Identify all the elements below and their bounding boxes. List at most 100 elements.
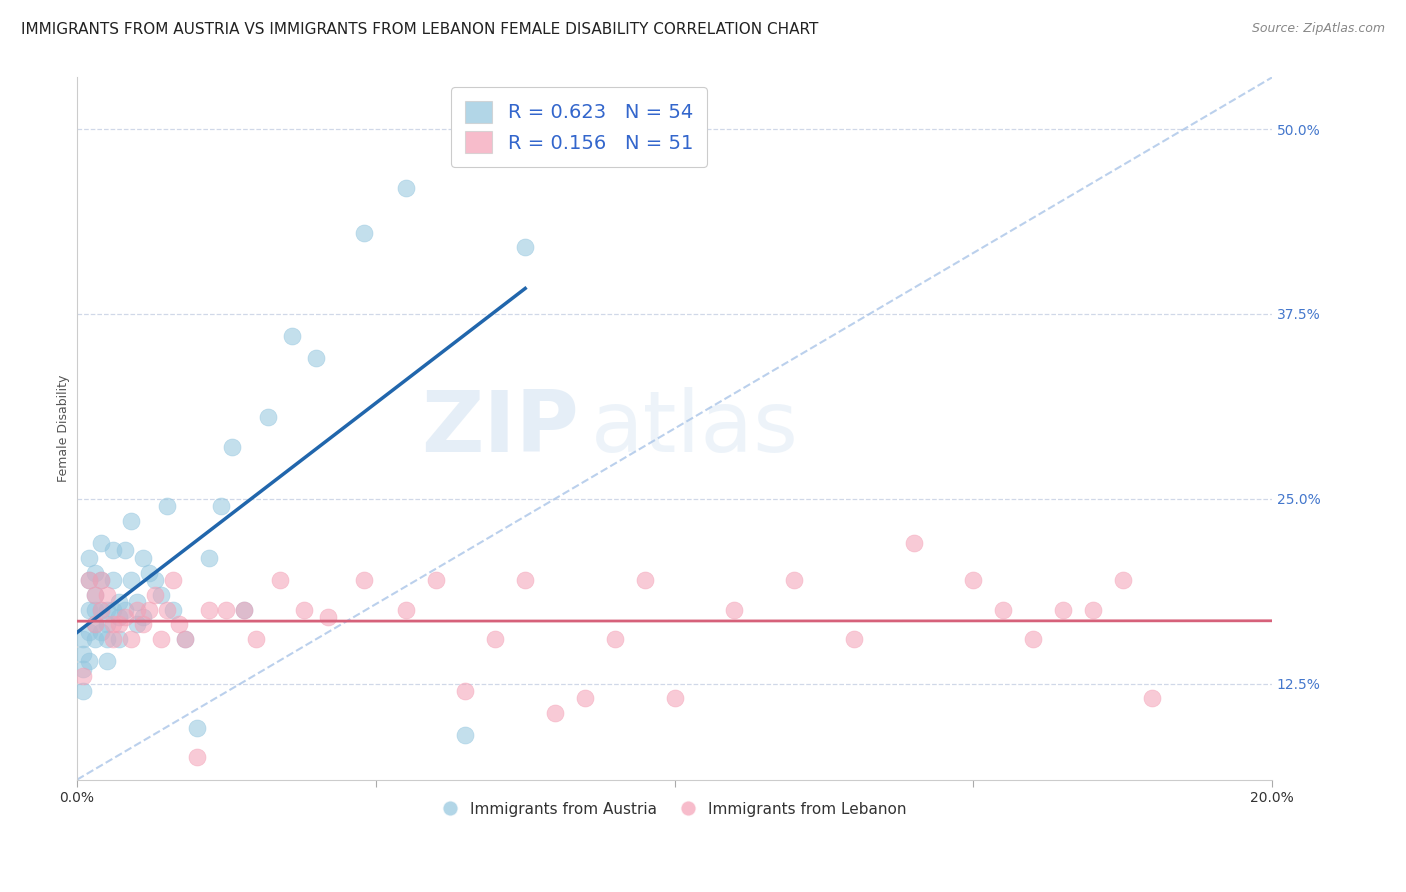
Point <box>173 632 195 647</box>
Point <box>209 499 232 513</box>
Legend: Immigrants from Austria, Immigrants from Lebanon: Immigrants from Austria, Immigrants from… <box>436 794 914 824</box>
Point <box>90 573 112 587</box>
Point <box>245 632 267 647</box>
Point <box>132 550 155 565</box>
Point <box>96 632 118 647</box>
Point <box>156 499 179 513</box>
Point <box>125 617 148 632</box>
Point <box>77 573 100 587</box>
Y-axis label: Female Disability: Female Disability <box>58 375 70 483</box>
Point <box>515 240 537 254</box>
Point <box>281 329 304 343</box>
Point <box>72 662 94 676</box>
Point <box>167 617 190 632</box>
Point <box>454 728 477 742</box>
Point <box>454 684 477 698</box>
Point <box>96 588 118 602</box>
Point <box>395 602 418 616</box>
Point <box>90 602 112 616</box>
Point <box>269 573 291 587</box>
Point <box>72 684 94 698</box>
Point <box>186 721 208 735</box>
Point <box>84 617 107 632</box>
Point <box>723 602 745 616</box>
Point <box>197 602 219 616</box>
Point <box>186 750 208 764</box>
Point <box>90 536 112 550</box>
Point <box>353 573 375 587</box>
Point <box>120 573 142 587</box>
Point <box>1111 573 1133 587</box>
Point <box>574 691 596 706</box>
Point <box>96 602 118 616</box>
Point <box>101 573 124 587</box>
Point <box>842 632 865 647</box>
Point <box>125 602 148 616</box>
Point <box>783 573 806 587</box>
Point <box>197 550 219 565</box>
Point <box>101 617 124 632</box>
Point <box>120 514 142 528</box>
Point <box>962 573 984 587</box>
Text: atlas: atlas <box>591 387 799 470</box>
Point <box>484 632 506 647</box>
Point <box>395 181 418 195</box>
Point <box>292 602 315 616</box>
Point <box>125 595 148 609</box>
Point <box>1142 691 1164 706</box>
Point <box>1052 602 1074 616</box>
Point <box>108 595 131 609</box>
Point <box>114 543 136 558</box>
Point <box>90 624 112 639</box>
Point <box>221 440 243 454</box>
Point <box>143 588 166 602</box>
Point <box>233 602 256 616</box>
Point <box>108 610 131 624</box>
Text: IMMIGRANTS FROM AUSTRIA VS IMMIGRANTS FROM LEBANON FEMALE DISABILITY CORRELATION: IMMIGRANTS FROM AUSTRIA VS IMMIGRANTS FR… <box>21 22 818 37</box>
Point <box>84 617 107 632</box>
Point <box>77 654 100 668</box>
Point <box>101 602 124 616</box>
Point <box>96 617 118 632</box>
Point <box>90 573 112 587</box>
Point <box>316 610 339 624</box>
Point <box>149 632 172 647</box>
Point <box>1081 602 1104 616</box>
Point <box>162 602 184 616</box>
Point <box>132 610 155 624</box>
Point <box>215 602 238 616</box>
Point <box>84 632 107 647</box>
Point <box>132 617 155 632</box>
Point <box>77 624 100 639</box>
Point <box>425 573 447 587</box>
Point <box>72 632 94 647</box>
Point <box>84 566 107 580</box>
Point <box>72 669 94 683</box>
Point <box>84 602 107 616</box>
Point <box>114 610 136 624</box>
Point <box>664 691 686 706</box>
Point <box>72 647 94 661</box>
Point <box>77 550 100 565</box>
Point <box>90 602 112 616</box>
Point <box>257 410 280 425</box>
Point <box>162 573 184 587</box>
Point <box>101 632 124 647</box>
Point <box>1022 632 1045 647</box>
Point <box>233 602 256 616</box>
Point <box>991 602 1014 616</box>
Point <box>903 536 925 550</box>
Text: Source: ZipAtlas.com: Source: ZipAtlas.com <box>1251 22 1385 36</box>
Point <box>101 543 124 558</box>
Point <box>77 573 100 587</box>
Point <box>84 588 107 602</box>
Point <box>108 632 131 647</box>
Point <box>77 602 100 616</box>
Point <box>515 573 537 587</box>
Point <box>634 573 657 587</box>
Point <box>156 602 179 616</box>
Point <box>143 573 166 587</box>
Point <box>120 632 142 647</box>
Point <box>96 654 118 668</box>
Point <box>305 351 328 366</box>
